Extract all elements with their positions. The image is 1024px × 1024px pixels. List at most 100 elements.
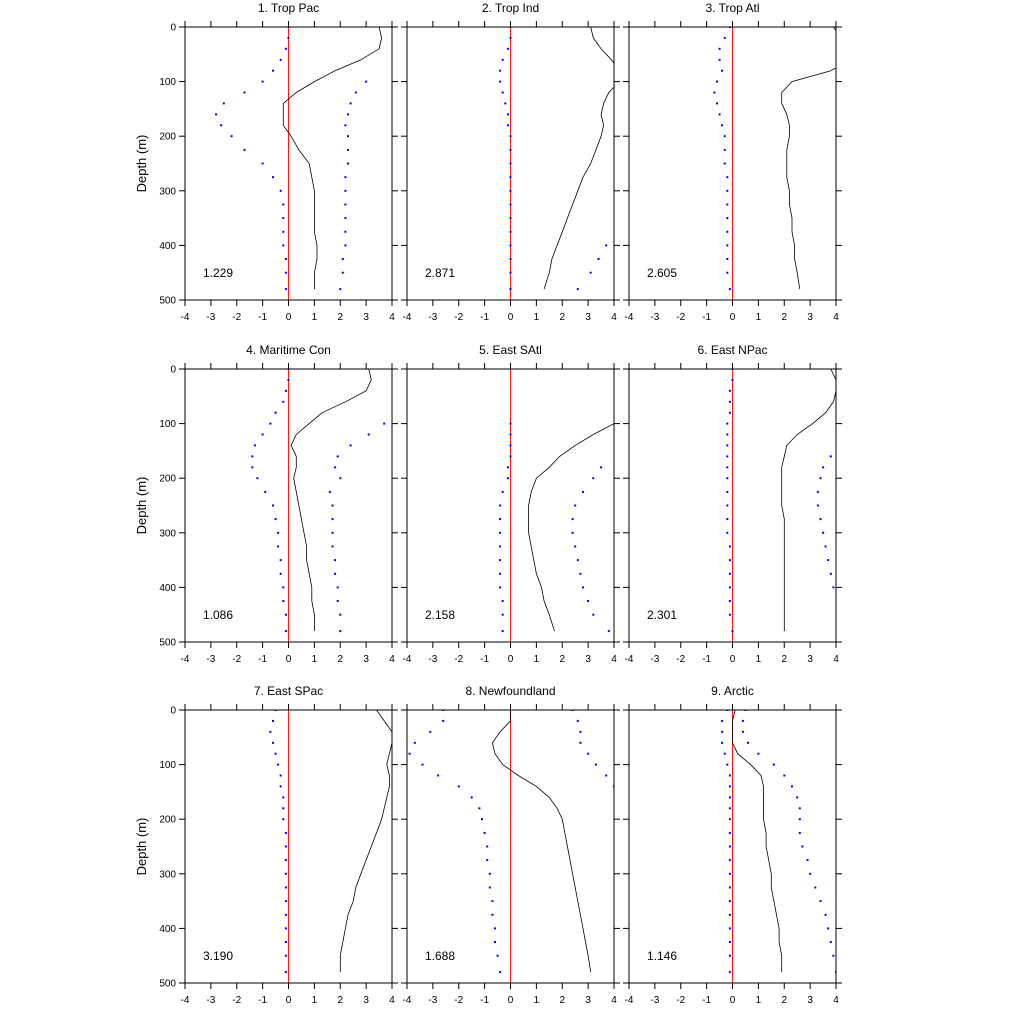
data-point — [331, 504, 334, 507]
data-point — [594, 763, 597, 766]
data-point — [726, 258, 729, 260]
x-tick-label: 0 — [730, 312, 736, 323]
data-point — [279, 559, 282, 562]
x-tick-label: -4 — [625, 312, 634, 323]
series-line-1 — [282, 27, 383, 290]
x-tick-label: 4 — [611, 995, 617, 1006]
data-point — [481, 818, 483, 821]
data-point — [243, 91, 246, 94]
data-point — [344, 230, 347, 233]
data-point — [816, 504, 819, 507]
data-point — [344, 189, 347, 192]
data-point — [499, 971, 502, 974]
data-point — [442, 719, 445, 722]
series-line-1 — [491, 710, 592, 973]
data-point — [814, 886, 817, 889]
data-point — [272, 504, 274, 507]
y-tick-label: 200 — [159, 132, 176, 143]
data-point — [470, 796, 473, 799]
data-point — [607, 630, 610, 633]
y-tick-label: 500 — [159, 296, 176, 307]
data-point — [501, 490, 504, 493]
data-point — [571, 518, 574, 521]
y-tick-label: 500 — [159, 979, 176, 990]
series-group — [499, 422, 614, 633]
data-point — [215, 113, 218, 116]
x-tick-label: 1 — [312, 995, 318, 1006]
data-point — [723, 162, 726, 165]
data-point — [336, 455, 339, 458]
data-point — [579, 730, 582, 733]
data-point — [282, 244, 285, 247]
data-point — [488, 886, 491, 889]
x-tick-label: -1 — [258, 995, 267, 1006]
x-tick-label: -3 — [206, 995, 215, 1006]
data-point — [269, 422, 272, 425]
data-point — [829, 941, 832, 943]
data-point — [261, 162, 264, 165]
data-point — [728, 796, 731, 799]
x-tick-label: -3 — [650, 995, 659, 1006]
data-point — [509, 203, 512, 206]
panel-annotation: 2.605 — [647, 266, 677, 280]
x-tick-label: 2 — [337, 654, 343, 665]
x-tick-label: -4 — [181, 654, 190, 665]
data-point — [726, 176, 729, 179]
x-tick-label: 2 — [781, 654, 787, 665]
data-point — [827, 927, 830, 930]
x-tick-label: 3 — [363, 312, 369, 323]
data-point — [284, 845, 287, 848]
data-point — [741, 719, 744, 722]
x-tick-label: -4 — [625, 995, 634, 1006]
data-point — [488, 872, 491, 875]
x-tick-label: -1 — [702, 995, 711, 1006]
series-group — [721, 710, 836, 974]
data-point — [822, 531, 825, 534]
data-point — [499, 572, 502, 575]
data-point — [220, 124, 223, 127]
data-point — [230, 135, 233, 138]
panel-title: 6. East NPac — [697, 343, 767, 357]
data-point — [499, 531, 502, 534]
data-point — [801, 845, 804, 848]
y-tick-label: 400 — [159, 583, 176, 594]
x-tick-label: -2 — [676, 654, 685, 665]
data-point — [408, 752, 411, 755]
x-tick-label: 4 — [833, 312, 839, 323]
data-point — [328, 490, 331, 493]
y-tick-label: 400 — [159, 924, 176, 935]
panel-annotation: 1.086 — [203, 608, 233, 622]
data-point — [499, 504, 502, 507]
x-tick-label: -2 — [232, 995, 241, 1006]
data-point — [728, 941, 731, 943]
data-point — [344, 244, 347, 247]
panel-annotation: 2.158 — [425, 608, 455, 622]
x-tick-label: 3 — [585, 995, 591, 1006]
data-point — [597, 258, 600, 260]
data-point — [284, 258, 287, 260]
x-tick-label: 4 — [611, 312, 617, 323]
data-point — [331, 518, 334, 521]
data-point — [282, 400, 285, 403]
x-tick-label: -3 — [428, 654, 437, 665]
x-tick-label: 3 — [807, 995, 813, 1006]
data-point — [287, 378, 290, 381]
data-point — [824, 913, 827, 916]
data-point — [494, 941, 496, 943]
data-point — [284, 872, 287, 875]
data-point — [251, 466, 254, 469]
data-point — [509, 422, 512, 425]
series-group — [499, 27, 614, 291]
data-point — [723, 135, 726, 138]
data-point — [261, 433, 264, 436]
data-point — [721, 741, 724, 744]
panel-annotation: 2.301 — [647, 608, 677, 622]
data-point — [341, 271, 344, 274]
data-point — [284, 971, 287, 974]
data-point — [832, 954, 835, 957]
data-point — [728, 774, 731, 777]
data-point — [726, 531, 729, 534]
data-point — [509, 230, 512, 233]
data-point — [504, 102, 507, 105]
data-point — [256, 477, 259, 480]
